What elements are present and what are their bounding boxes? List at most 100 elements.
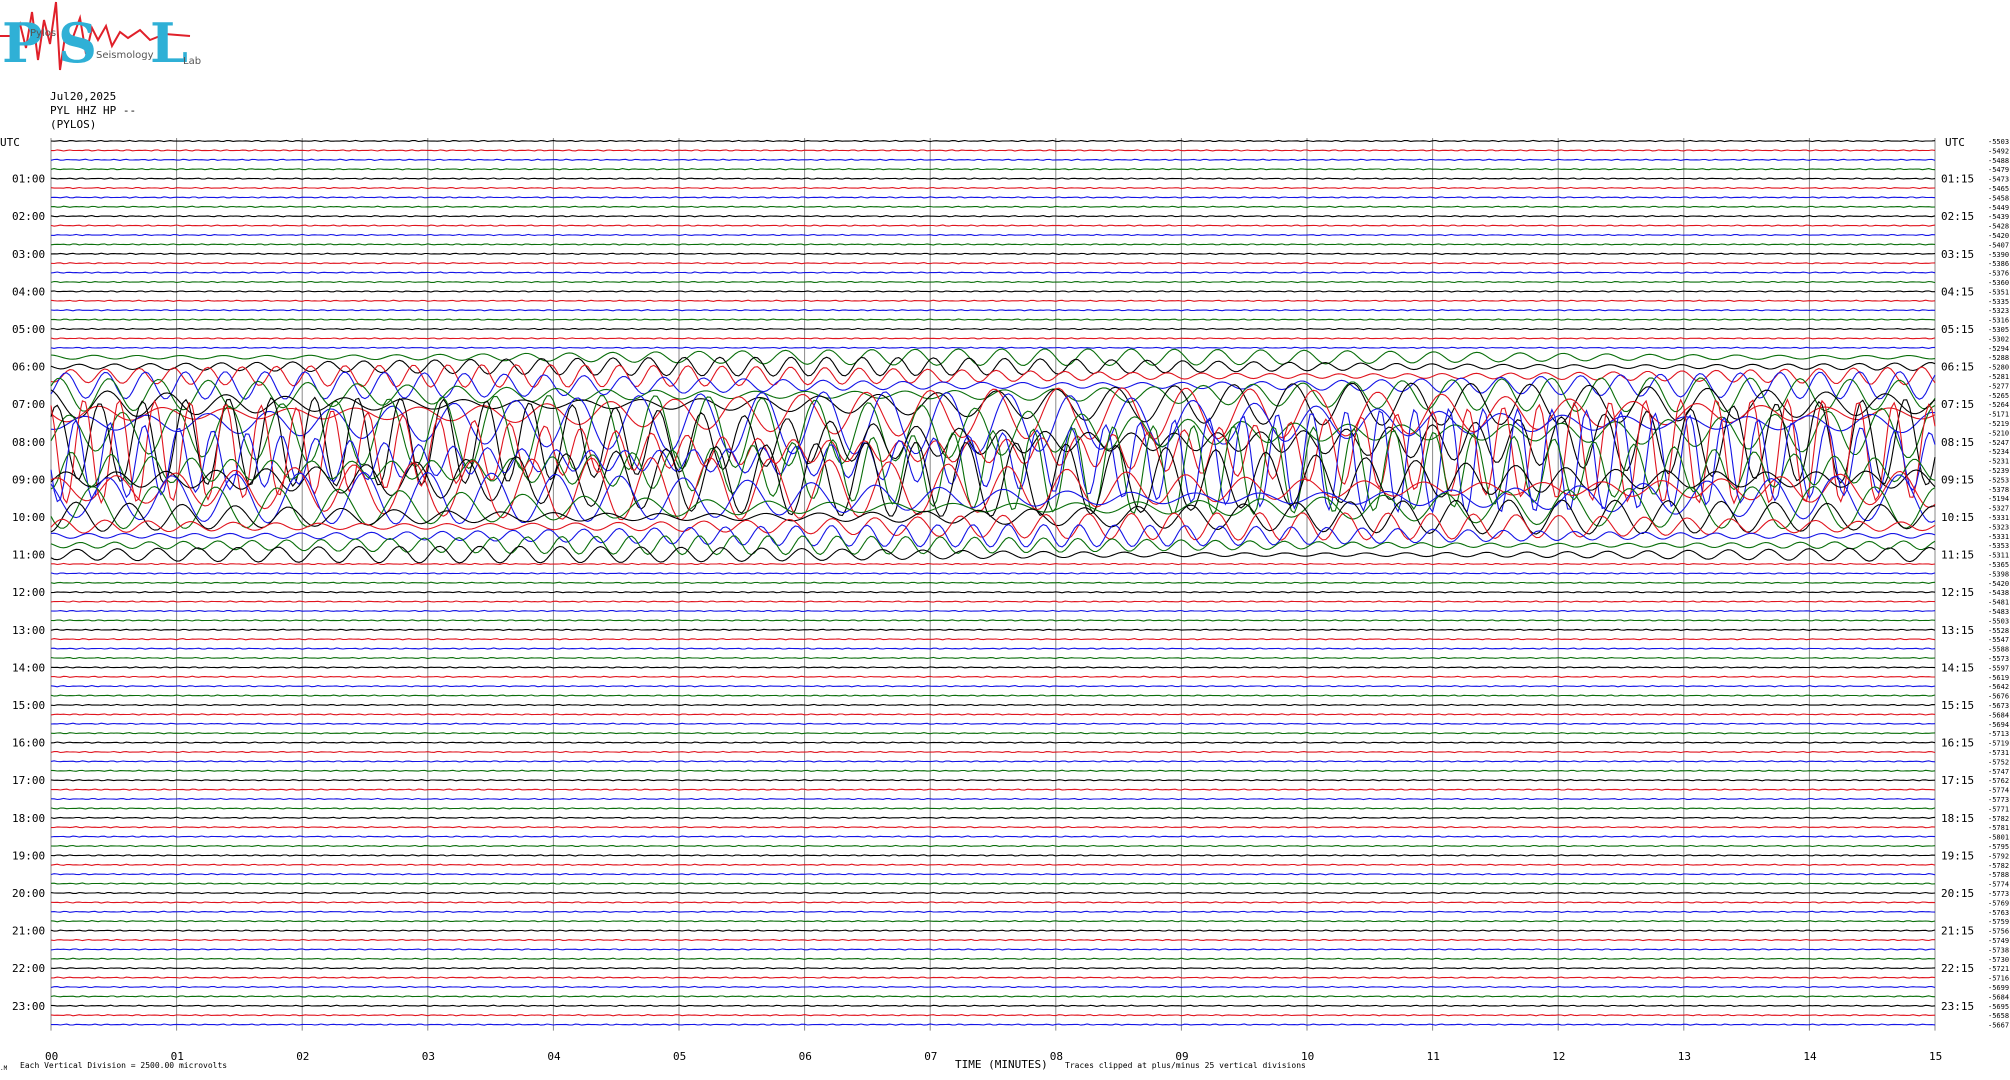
right-hour-label: 09:15 <box>1941 473 1974 486</box>
row-offset-label: -5390 <box>1988 251 2009 259</box>
row-offset-label: -5713 <box>1988 730 2009 738</box>
trace-row <box>50 337 1936 340</box>
row-offset-label: -5231 <box>1988 458 2009 466</box>
row-offset-label: -5774 <box>1988 881 2009 889</box>
trace-row <box>50 271 1936 274</box>
left-hour-label: 18:00 <box>12 812 45 825</box>
trace-row <box>50 224 1936 227</box>
trace-row <box>50 835 1936 838</box>
right-hour-label: 12:15 <box>1941 586 1974 599</box>
row-offset-label: -5573 <box>1988 655 2009 663</box>
trace-row <box>50 348 1936 367</box>
row-offset-label: -5756 <box>1988 928 2009 936</box>
row-offset-label: -5458 <box>1988 194 2009 202</box>
trace-row <box>50 591 1936 594</box>
trace-row <box>50 572 1936 575</box>
row-offset-label: -5547 <box>1988 636 2009 644</box>
x-tick-label: 11 <box>1427 1050 1440 1063</box>
left-hour-label: 06:00 <box>12 361 45 374</box>
right-hour-label: 02:15 <box>1941 210 1974 223</box>
row-offset-label: -5731 <box>1988 749 2009 757</box>
trace-row <box>50 535 1936 556</box>
row-offset-label: -5782 <box>1988 862 2009 870</box>
row-offset-label: -5795 <box>1988 843 2009 851</box>
x-tick-label: 08 <box>1050 1050 1063 1063</box>
trace-row <box>50 280 1936 284</box>
x-tick-label: 04 <box>547 1050 561 1063</box>
trace-row <box>50 391 1936 455</box>
left-hour-label: 13:00 <box>12 624 45 637</box>
row-offset-label: -5673 <box>1988 702 2009 710</box>
left-hour-labels: 01:00 02:00 03:00 04:00 05:00 06:00 07:00 08:00… <box>12 173 45 1013</box>
trace-row <box>50 619 1936 622</box>
footer-scale-note: Each Vertical Division = 2500.00 microvo… <box>20 1061 227 1070</box>
trace-row <box>50 299 1936 302</box>
row-offset-label: -5771 <box>1988 805 2009 813</box>
trace-row <box>50 1004 1936 1007</box>
trace-row <box>50 364 1936 388</box>
row-offset-label: -5316 <box>1988 317 2009 325</box>
x-tick-label: 02 <box>296 1050 309 1063</box>
row-offset-label: -5439 <box>1988 213 2009 221</box>
left-hour-label: 02:00 <box>12 210 45 223</box>
right-hour-label: 04:15 <box>1941 285 1974 298</box>
row-offset-label: -5302 <box>1988 335 2009 343</box>
trace-row <box>50 703 1936 707</box>
trace-row <box>50 938 1935 942</box>
trace-row <box>50 976 1936 979</box>
corner-mark: .M <box>0 1065 8 1072</box>
row-offset-label: -5378 <box>1988 486 2009 494</box>
row-offset-label: -5503 <box>1988 138 2009 146</box>
row-offset-label: -5699 <box>1988 984 2009 992</box>
trace-row <box>50 581 1936 584</box>
x-tick-label: 15 <box>1929 1050 1942 1063</box>
trace-row <box>50 407 1936 514</box>
trace-row <box>50 398 1936 505</box>
trace-row <box>50 863 1936 866</box>
x-tick-label: 01 <box>171 1050 184 1063</box>
row-offset-label: -5420 <box>1988 580 2009 588</box>
row-offset-label: -5488 <box>1988 157 2009 165</box>
trace-row <box>50 666 1936 669</box>
x-tick-label: 14 <box>1803 1050 1817 1063</box>
row-offset-label: -5781 <box>1988 824 2009 832</box>
trace-row <box>50 327 1936 331</box>
row-offset-label: -5365 <box>1988 561 2009 569</box>
row-offset-label: -5759 <box>1988 918 2009 926</box>
row-offset-label: -5747 <box>1988 768 2009 776</box>
header-date: Jul20,2025 <box>50 90 117 103</box>
trace-row <box>50 750 1936 754</box>
row-offset-label: -5277 <box>1988 382 2009 390</box>
trace-row <box>50 177 1936 180</box>
right-hour-label: 13:15 <box>1941 624 1974 637</box>
trace-row <box>50 356 1936 377</box>
trace-row <box>50 816 1936 819</box>
row-offset-label: -5210 <box>1988 429 2009 437</box>
left-hour-label: 20:00 <box>12 887 45 900</box>
right-utc-label: UTC <box>1945 136 1965 149</box>
trace-row <box>50 290 1935 293</box>
row-offset-label: -5288 <box>1988 354 2009 362</box>
header-channel: PYL HHZ HP -- <box>50 104 137 117</box>
right-hour-label: 19:15 <box>1941 849 1974 862</box>
right-hour-label: 01:15 <box>1941 173 1974 186</box>
trace-row <box>50 995 1936 998</box>
row-offset-label: -5327 <box>1988 505 2009 513</box>
row-offset-label: -5719 <box>1988 740 2009 748</box>
logo-letter-p: P <box>2 11 43 72</box>
row-offset-label: -5219 <box>1988 420 2009 428</box>
trace-row <box>50 233 1936 237</box>
row-offset-label: -5481 <box>1988 599 2009 607</box>
row-offset-label: -5465 <box>1988 185 2009 193</box>
logo-word-lab: Lab <box>183 56 201 67</box>
row-offset-label: -5234 <box>1988 448 2009 456</box>
trace-row <box>50 205 1936 208</box>
row-offset-label: -5171 <box>1988 411 2009 419</box>
right-hour-label: 11:15 <box>1941 549 1974 562</box>
trace-row <box>50 760 1936 763</box>
trace-row <box>50 395 1936 471</box>
trace-row <box>50 262 1936 265</box>
row-offset-label: -5721 <box>1988 965 2009 973</box>
trace-row <box>50 929 1936 932</box>
